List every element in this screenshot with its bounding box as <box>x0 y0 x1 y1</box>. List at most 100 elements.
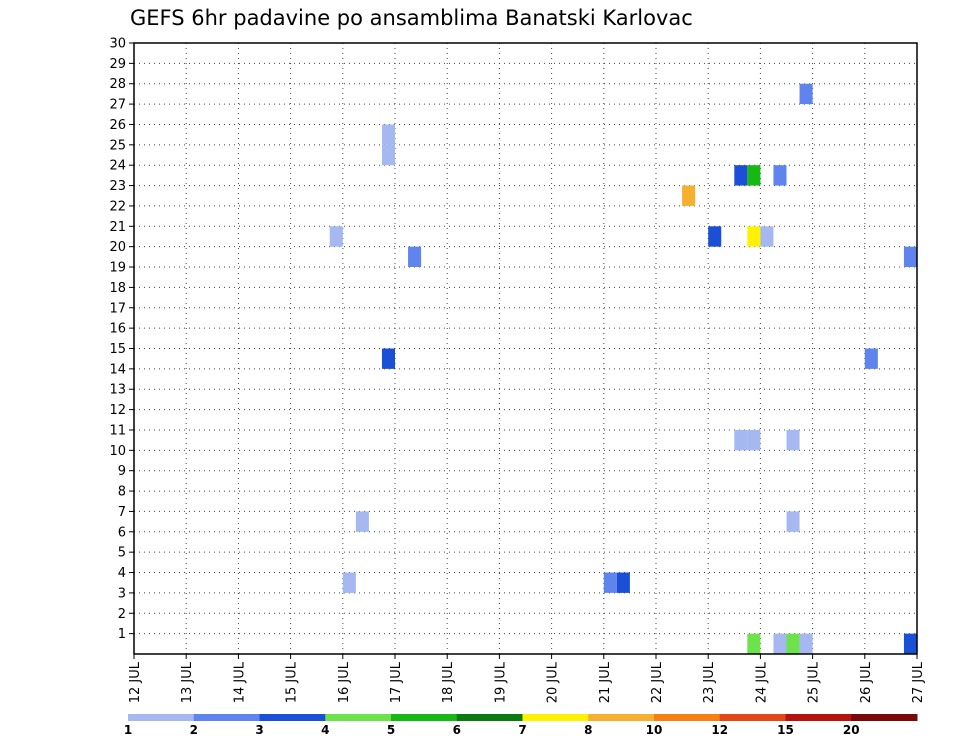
y-tick-label: 25 <box>109 138 126 153</box>
y-tick-label: 30 <box>109 37 126 52</box>
colorbar-label: 4 <box>321 723 329 737</box>
precip-cell <box>747 226 761 247</box>
y-tick-label: 24 <box>109 159 126 174</box>
colorbar-label: 7 <box>518 723 526 737</box>
precip-cell <box>408 246 422 268</box>
colorbar-segment <box>193 714 260 721</box>
colorbar-label: 20 <box>843 723 860 737</box>
x-tick-label: 12 JUL <box>128 661 143 703</box>
colorbar-label: 6 <box>453 723 461 737</box>
x-tick-label: 26 JUL <box>859 661 874 703</box>
colorbar-label: 3 <box>255 723 263 737</box>
precip-cell <box>786 633 800 654</box>
y-tick-label: 29 <box>109 57 126 72</box>
y-tick-label: 22 <box>109 199 126 214</box>
precip-cell <box>773 633 787 654</box>
x-tick-label: 14 JUL <box>232 661 247 703</box>
x-tick-label: 21 JUL <box>598 661 613 703</box>
y-tick-label: 2 <box>118 607 126 622</box>
y-tick-label: 10 <box>109 444 126 459</box>
precip-cell <box>864 348 878 369</box>
chart-title: GEFS 6hr padavine po ansamblima Banatski… <box>130 6 693 30</box>
colorbar-segment <box>128 714 195 721</box>
precip-cell <box>903 633 917 654</box>
y-tick-label: 3 <box>118 586 126 601</box>
precip-cell <box>786 511 800 532</box>
y-tick-label: 1 <box>118 627 126 642</box>
x-tick-label: 15 JUL <box>285 661 300 703</box>
y-tick-label: 7 <box>118 505 126 520</box>
x-tick-label: 17 JUL <box>389 661 404 703</box>
x-tick-label: 13 JUL <box>180 661 195 703</box>
x-tick-label: 23 JUL <box>702 661 717 703</box>
x-tick-label: 25 JUL <box>807 661 822 703</box>
colorbar-label: 2 <box>190 723 198 737</box>
precip-cell <box>747 165 761 186</box>
precip-cell <box>773 165 787 186</box>
colorbar-label: 1 <box>124 723 132 737</box>
y-tick-label: 28 <box>109 77 126 92</box>
colorbar: 1 2 3 4 5 6 7 8 10 12 15 20 <box>124 714 918 737</box>
x-axis: 12 JUL 13 JUL 14 JUL 15 JUL 16 JUL 17 JUL 18 J… <box>128 654 926 703</box>
x-tick-label: 22 JUL <box>650 661 665 703</box>
precip-cell <box>355 511 369 532</box>
precip-cell <box>682 185 696 206</box>
precip-cell <box>381 348 395 369</box>
x-tick-label: 20 JUL <box>546 661 561 703</box>
precip-cell <box>603 572 617 593</box>
precip-cell <box>329 226 343 247</box>
y-tick-label: 16 <box>109 322 126 337</box>
y-axis: 1234567891011121314151617181920212223242… <box>109 37 134 642</box>
y-tick-label: 17 <box>109 301 126 316</box>
colorbar-label: 12 <box>711 723 728 737</box>
y-tick-label: 18 <box>109 281 126 296</box>
colorbar-label: 5 <box>387 723 395 737</box>
y-tick-label: 15 <box>109 342 126 357</box>
precip-cell <box>786 429 800 451</box>
precip-cell <box>760 226 774 247</box>
x-tick-label: 16 JUL <box>337 661 352 703</box>
y-tick-label: 13 <box>109 383 126 398</box>
grid-lines <box>133 42 918 654</box>
y-tick-label: 27 <box>109 98 126 113</box>
y-tick-label: 4 <box>118 566 126 581</box>
x-tick-label: 27 JUL <box>911 661 926 703</box>
y-tick-label: 20 <box>109 240 126 255</box>
precip-cell <box>708 226 722 247</box>
precip-cell <box>616 572 630 593</box>
y-tick-label: 14 <box>109 362 126 377</box>
precip-cell <box>903 246 917 268</box>
precip-cell <box>747 633 761 654</box>
y-tick-label: 26 <box>109 118 126 133</box>
y-tick-label: 9 <box>118 464 126 479</box>
precip-cell <box>381 124 395 145</box>
y-tick-label: 8 <box>118 485 126 500</box>
colorbar-segment <box>719 714 786 721</box>
plot-frame <box>133 42 918 655</box>
precip-cell <box>799 633 813 654</box>
colorbar-segment <box>259 714 326 721</box>
x-tick-label: 18 JUL <box>441 661 456 703</box>
colorbar-segment <box>391 714 458 721</box>
colorbar-segment <box>522 714 589 721</box>
y-tick-label: 23 <box>109 179 126 194</box>
y-tick-label: 19 <box>109 261 126 276</box>
colorbar-segment <box>456 714 523 721</box>
x-tick-label: 19 JUL <box>493 661 508 703</box>
precip-cells <box>329 83 917 654</box>
precip-cell <box>734 429 748 451</box>
precip-cell <box>799 83 813 105</box>
colorbar-segment <box>851 714 918 721</box>
y-tick-label: 21 <box>109 220 126 235</box>
y-tick-label: 11 <box>109 423 126 438</box>
y-tick-label: 5 <box>118 546 126 561</box>
x-tick-label: 24 JUL <box>754 661 769 703</box>
colorbar-label: 10 <box>646 723 663 737</box>
precip-cell <box>747 429 761 451</box>
colorbar-segment <box>785 714 852 721</box>
precip-cell <box>734 165 748 186</box>
precip-cell <box>381 144 395 166</box>
precip-cell <box>342 572 356 593</box>
colorbar-label: 8 <box>584 723 592 737</box>
